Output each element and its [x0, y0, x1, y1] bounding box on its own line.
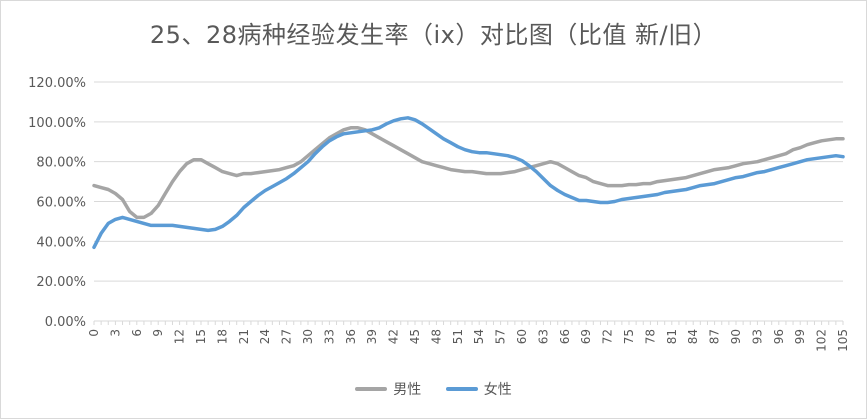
x-tick-label: 63 — [536, 329, 550, 344]
y-tick-label: 20.00% — [36, 275, 86, 290]
x-tick-label: 36 — [344, 329, 358, 344]
x-tick-label: 42 — [387, 329, 401, 344]
y-tick-label: 40.00% — [36, 235, 86, 250]
x-tick-label: 6 — [130, 329, 144, 337]
x-tick-label: 54 — [472, 329, 486, 344]
legend-swatch-female — [445, 387, 478, 391]
x-tick-label: 3 — [108, 329, 122, 337]
y-tick-label: 0.00% — [45, 315, 86, 330]
x-tick-label: 69 — [579, 329, 593, 344]
x-tick-label: 96 — [772, 329, 786, 344]
x-tick-label: 84 — [686, 329, 700, 344]
chart-title: 25、28病种经验发生率（ix）对比图（比值 新/旧） — [149, 21, 718, 49]
x-tick-label: 18 — [215, 329, 229, 344]
x-tick-label: 99 — [793, 329, 807, 344]
legend-label-male: 男性 — [393, 382, 422, 398]
x-tick-label: 24 — [258, 329, 272, 344]
x-tick-label: 15 — [194, 329, 208, 344]
x-tick-label: 33 — [322, 329, 336, 344]
x-tick-label: 0 — [87, 329, 101, 337]
x-tick-label: 60 — [515, 329, 529, 344]
x-tick-label: 90 — [729, 329, 743, 344]
x-tick-label: 72 — [601, 329, 615, 344]
legend-swatch-male — [355, 387, 388, 391]
x-tick-label: 48 — [429, 329, 443, 344]
x-tick-label: 9 — [151, 329, 165, 337]
legend-item-male: 男性 — [355, 379, 421, 399]
x-tick-label: 27 — [280, 329, 294, 344]
x-tick-label: 45 — [408, 329, 422, 344]
y-tick-label: 80.00% — [36, 156, 86, 171]
x-tick-label: 21 — [237, 329, 251, 344]
x-tick-label: 51 — [451, 329, 465, 344]
legend-label-female: 女性 — [483, 382, 512, 398]
series-line-male — [92, 126, 845, 220]
x-tick-label: 87 — [708, 329, 722, 344]
legend-item-female: 女性 — [445, 379, 512, 399]
x-tick-label: 78 — [643, 329, 657, 344]
x-tick-label: 66 — [558, 329, 572, 344]
x-tick-label: 105 — [836, 329, 850, 352]
x-tick-label: 12 — [173, 329, 187, 344]
x-tick-label: 102 — [815, 329, 829, 352]
x-tick-label: 30 — [301, 329, 315, 344]
x-tick-label: 57 — [494, 329, 508, 344]
x-tick-label: 75 — [622, 329, 636, 344]
x-tick-label: 93 — [750, 329, 764, 344]
series-line-female — [92, 116, 845, 250]
y-tick-label: 120.00% — [28, 76, 86, 91]
legend: 男性 女性 — [1, 379, 866, 399]
y-tick-label: 100.00% — [28, 116, 86, 131]
x-tick-label: 39 — [365, 329, 379, 344]
y-tick-label: 60.00% — [36, 196, 86, 211]
x-tick-label: 81 — [665, 329, 679, 344]
